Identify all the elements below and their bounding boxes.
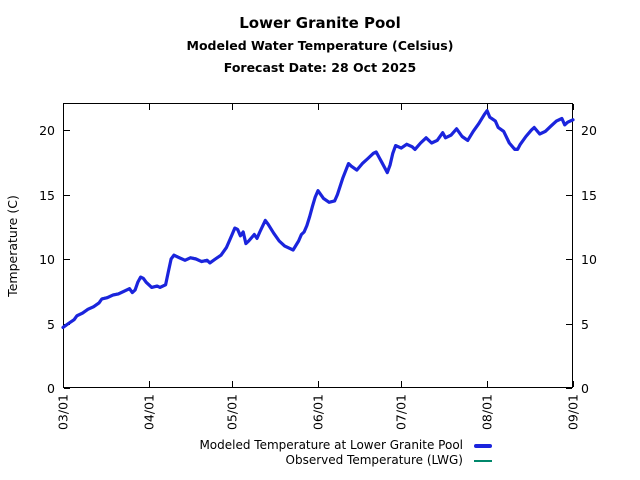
observed-line	[62, 109, 574, 328]
y-tick-label-left: 5	[47, 317, 55, 332]
y-tick-label-left: 15	[39, 188, 55, 203]
legend: Modeled Temperature at Lower Granite Poo…	[0, 438, 492, 468]
chart-header: Lower Granite Pool Modeled Water Tempera…	[0, 0, 640, 76]
legend-row-observed: Observed Temperature (LWG)	[285, 453, 492, 468]
page-title: Lower Granite Pool	[239, 14, 401, 32]
x-tick-label: 03/01	[56, 394, 71, 430]
plot-border	[63, 103, 573, 388]
y-tick-label-right: 5	[581, 317, 589, 332]
x-tick-label: 05/01	[225, 394, 240, 430]
x-tick-label: 06/01	[311, 394, 326, 430]
y-tick-label-left: 20	[39, 123, 55, 138]
x-tick-label: 07/01	[394, 394, 409, 430]
legend-line-observed-icon	[474, 459, 492, 462]
legend-row-modeled: Modeled Temperature at Lower Granite Poo…	[199, 438, 492, 453]
x-tick-label: 08/01	[480, 394, 495, 430]
x-tick-label: 09/01	[566, 394, 581, 430]
forecast-date-label: Forecast Date: 28 Oct 2025	[223, 60, 417, 75]
legend-label-observed: Observed Temperature (LWG)	[285, 453, 464, 467]
y-tick-label-left: 0	[47, 381, 55, 396]
y-tick-label-right: 10	[581, 252, 597, 267]
x-tick-label: 04/01	[142, 394, 157, 430]
modeled-line	[61, 109, 575, 329]
chart-subtitle: Modeled Water Temperature (Celsius)	[186, 38, 454, 53]
legend-label-modeled: Modeled Temperature at Lower Granite Poo…	[199, 438, 463, 452]
y-tick-label-left: 10	[39, 252, 55, 267]
y-tick-label-right: 15	[581, 188, 597, 203]
y-tick-label-right: 0	[581, 381, 589, 396]
legend-line-modeled-icon	[474, 443, 492, 448]
y-tick-label-right: 20	[581, 123, 597, 138]
y-axis-title: Temperature (C)	[5, 195, 20, 298]
